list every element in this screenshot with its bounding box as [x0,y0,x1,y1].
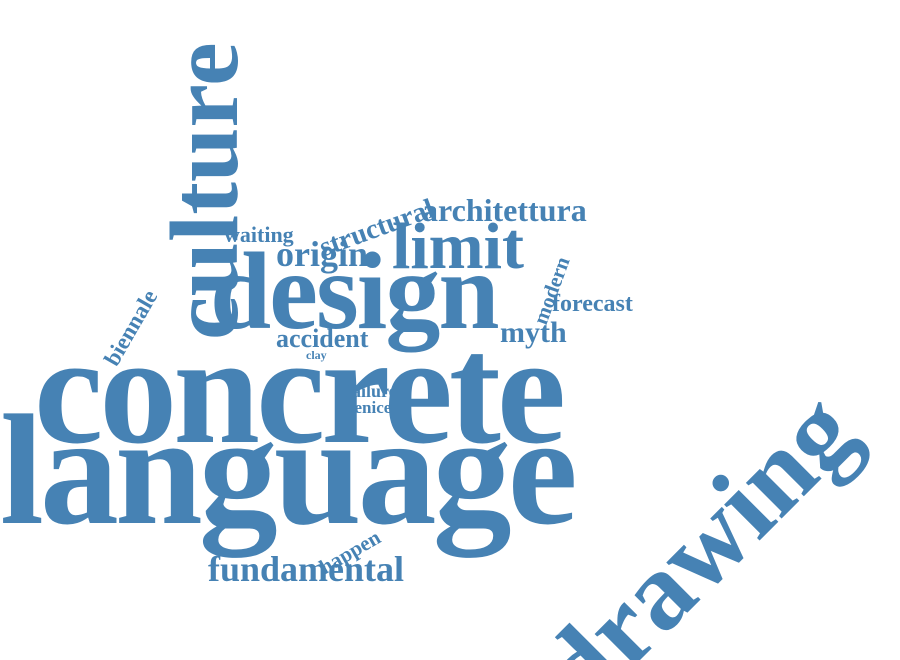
word-failure: failure [346,381,397,401]
word-concrete: concrete [34,303,566,476]
word-design: design [210,230,500,352]
word-clay: clay [306,348,327,362]
word-architettura: architettura [422,192,587,228]
word-venice: venice [346,398,392,417]
word-limit: limit [392,210,524,283]
word-forecast: forecast [552,291,633,317]
word-origin: origin [276,234,369,274]
word-myth: myth [500,316,567,349]
word-culture: culture [151,42,259,340]
word-waiting: waiting [224,222,294,247]
word-accident: accident [276,324,369,353]
word-language: language [0,383,578,558]
word-fundamental: fundamental [208,549,405,589]
